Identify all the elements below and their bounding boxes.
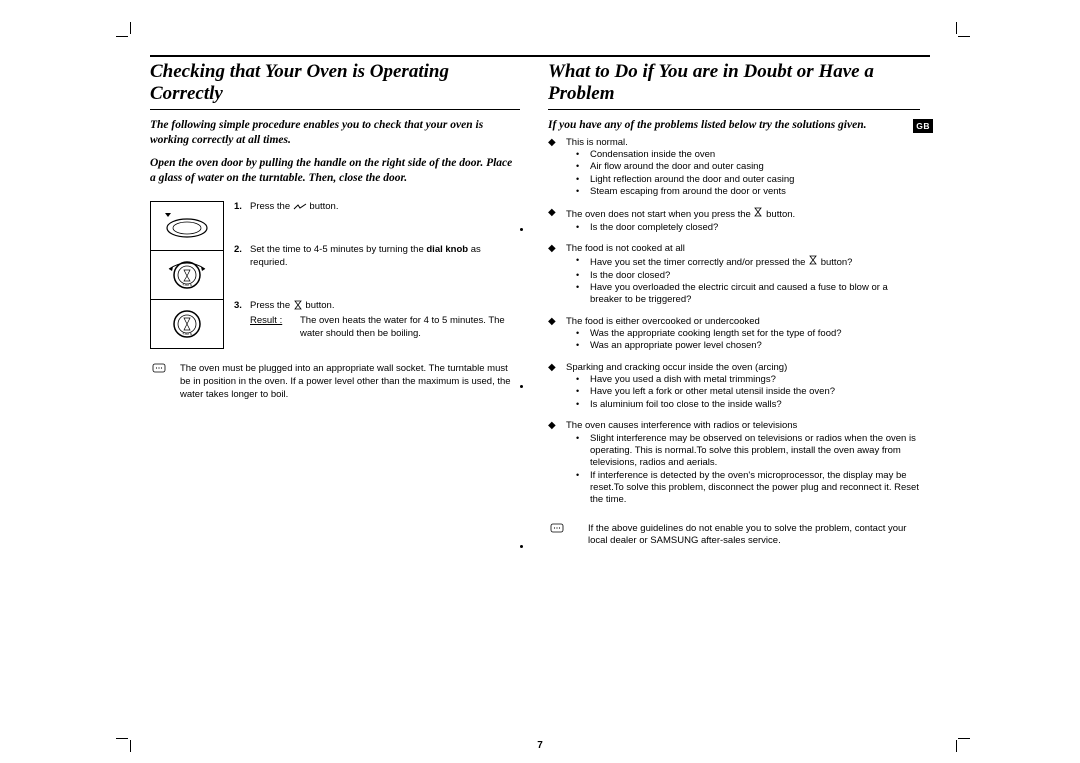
- step-text: Press the: [250, 201, 293, 212]
- problem-title: button.: [766, 209, 795, 220]
- sub-item: Was the appropriate cooking length set f…: [590, 328, 920, 340]
- problem-title: The food is either overcooked or underco…: [566, 316, 920, 328]
- step-text: button.: [305, 300, 334, 311]
- problem-title: This is normal.: [566, 137, 920, 149]
- page-number: 7: [537, 740, 543, 751]
- crop-mark: [942, 724, 972, 754]
- left-intro-1: The following simple procedure enables y…: [150, 118, 520, 148]
- problem-block: ◆ The food is not cooked at all • Have y…: [548, 243, 920, 307]
- figure-stack: +30 s +30 s: [150, 201, 224, 349]
- sub-item: button?: [821, 257, 853, 268]
- problem-block: ◆ Sparking and cracking occur inside the…: [548, 362, 920, 411]
- crop-mark: [116, 724, 146, 754]
- sub-item: Was an appropriate power level chosen?: [590, 340, 920, 352]
- sub-item: Is aluminium foil too close to the insid…: [590, 399, 920, 411]
- sub-item: Steam escaping from around the door or v…: [590, 186, 920, 198]
- right-note: If the above guidelines do not enable yo…: [548, 523, 920, 549]
- note-text: The oven must be plugged into an appropr…: [180, 363, 520, 401]
- diamond-icon: ◆: [548, 243, 558, 255]
- hourglass-icon: [293, 300, 303, 310]
- step-number: 3.: [234, 300, 250, 340]
- diamond-icon: ◆: [548, 362, 558, 374]
- figure-turntable-icon: [151, 202, 223, 251]
- sub-item: If interference is detected by the oven'…: [590, 470, 920, 507]
- figure-dial-icon: +30 s: [151, 251, 223, 300]
- right-column: What to Do if You are in Doubt or Have a…: [548, 61, 920, 548]
- problem-title: The food is not cooked at all: [566, 243, 920, 255]
- right-under-rule: [548, 109, 920, 110]
- wave-icon: [293, 203, 307, 211]
- right-intro: If you have any of the problems listed b…: [548, 118, 920, 133]
- right-title: What to Do if You are in Doubt or Have a…: [548, 61, 920, 105]
- top-rule: [150, 55, 930, 57]
- problem-block: ◆ The food is either overcooked or under…: [548, 316, 920, 353]
- gb-tag: GB: [913, 119, 933, 133]
- hourglass-icon: [753, 207, 763, 217]
- step-bold: dial knob: [426, 244, 468, 255]
- step-text: Press the: [250, 300, 293, 311]
- result-text: The oven heats the water for 4 to 5 minu…: [300, 315, 520, 341]
- problem-block: ◆ This is normal. •Condensation inside t…: [548, 137, 920, 199]
- step-text: Set the time to 4-5 minutes by turning t…: [250, 244, 426, 255]
- sub-item: Is the door completely closed?: [590, 222, 920, 234]
- left-title: Checking that Your Oven is Operating Cor…: [150, 61, 520, 105]
- crop-mark: [942, 22, 972, 52]
- note-icon: [152, 363, 166, 373]
- note-icon: [550, 523, 564, 533]
- sub-item: Slight interference may be observed on t…: [590, 433, 920, 470]
- figure-start-icon: +30 s: [151, 300, 223, 348]
- problem-block: ◆ The oven causes interference with radi…: [548, 420, 920, 506]
- diamond-icon: ◆: [548, 316, 558, 328]
- svg-text:+30 s: +30 s: [182, 331, 192, 336]
- sub-item: Have you used a dish with metal trimming…: [590, 374, 920, 386]
- diamond-icon: ◆: [548, 207, 558, 219]
- step-1: 1. Press the button.: [234, 201, 520, 214]
- step-text: button.: [309, 201, 338, 212]
- result-label: Result :: [250, 315, 294, 341]
- left-under-rule: [150, 109, 520, 110]
- diamond-icon: ◆: [548, 137, 558, 149]
- svg-text:+30 s: +30 s: [182, 282, 192, 287]
- steps-list: 1. Press the button. 2. Set the time to …: [234, 201, 520, 340]
- step-number: 2.: [234, 244, 250, 270]
- step-number: 1.: [234, 201, 250, 214]
- step-2: 2. Set the time to 4-5 minutes by turnin…: [234, 244, 520, 270]
- diamond-icon: ◆: [548, 420, 558, 432]
- sub-item: Have you left a fork or other metal uten…: [590, 386, 920, 398]
- sub-item: Air flow around the door and outer casin…: [590, 161, 920, 173]
- problem-title: The oven causes interference with radios…: [566, 420, 920, 432]
- problem-title: The oven does not start when you press t…: [566, 209, 753, 220]
- hourglass-icon: [808, 255, 818, 265]
- sub-item: Is the door closed?: [590, 270, 920, 282]
- problem-block: ◆ The oven does not start when you press…: [548, 207, 920, 234]
- left-intro-2: Open the oven door by pulling the handle…: [150, 156, 520, 186]
- sub-item: Have you set the timer correctly and/or …: [590, 257, 808, 268]
- sub-item: Have you overloaded the electric circuit…: [590, 282, 920, 307]
- step-3: 3. Press the button. Result : The oven h…: [234, 300, 520, 340]
- left-note: The oven must be plugged into an appropr…: [150, 363, 520, 401]
- problem-title: Sparking and cracking occur inside the o…: [566, 362, 920, 374]
- crop-mark: [116, 22, 146, 52]
- note-text: If the above guidelines do not enable yo…: [578, 523, 920, 549]
- left-column: Checking that Your Oven is Operating Cor…: [150, 61, 520, 548]
- sub-item: Light reflection around the door and out…: [590, 174, 920, 186]
- sub-item: Condensation inside the oven: [590, 149, 920, 161]
